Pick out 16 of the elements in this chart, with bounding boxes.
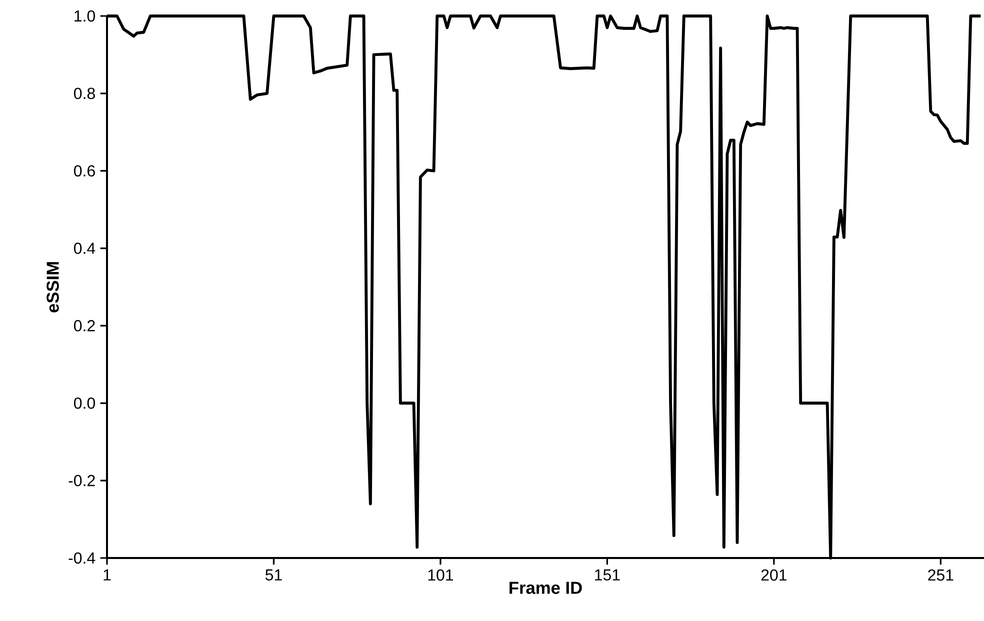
x-tick-label: 1 <box>104 569 111 580</box>
x-tick-label: 251 <box>928 569 954 581</box>
x-tick-label: 201 <box>761 569 786 581</box>
y-tick-label: 0.4 <box>74 242 96 254</box>
x-tick-label: 151 <box>595 569 620 581</box>
y-tick-label: 1.0 <box>74 10 96 22</box>
y-tick-label: 0.8 <box>74 88 95 100</box>
x-axis-title: Frame ID <box>510 582 582 594</box>
x-tick-label: 101 <box>428 569 454 581</box>
y-tick-label: 0.0 <box>74 397 96 409</box>
y-tick-label: -0.4 <box>68 552 96 564</box>
y-tick-label: -0.2 <box>68 474 95 486</box>
y-tick-label: 0.2 <box>74 320 95 332</box>
y-tick-label: 0.6 <box>74 165 95 177</box>
x-tick-label: 51 <box>265 569 282 581</box>
y-axis-title: eSSIM <box>46 262 59 312</box>
